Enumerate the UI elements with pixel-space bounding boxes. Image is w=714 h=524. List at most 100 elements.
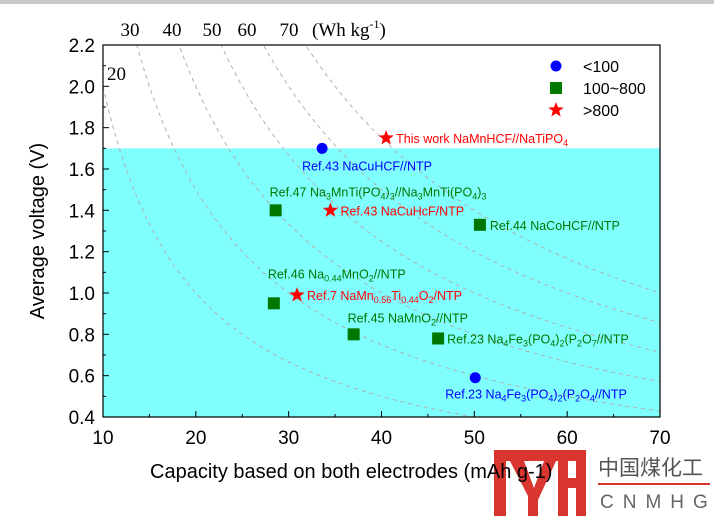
label-text: Ref.7 NaMn (307, 289, 374, 303)
label-text: //NTP (597, 332, 629, 346)
label-subscript: 2 (431, 317, 436, 327)
label-subscript: 3 (326, 191, 331, 201)
label-text: MnTi(PO (423, 185, 473, 199)
energy-unit-label: (Wh kg-1) (312, 17, 386, 41)
label-text: (P (563, 388, 576, 402)
energy-label: 70 (280, 20, 299, 41)
y-tick-label: 1.6 (69, 160, 95, 181)
watermark-logo: 中国煤化工 CNMHG (490, 448, 714, 519)
label-text: //Na (395, 185, 418, 199)
energy-lines (103, 45, 660, 417)
y-tick-label: 1.8 (69, 119, 95, 140)
label-subscript: 4 (563, 138, 568, 148)
x-tick-label: 20 (185, 428, 206, 449)
data-label: Ref.44 NaCoHCF//NTP (490, 219, 620, 233)
x-tick-label: 70 (649, 428, 670, 449)
data-point-square (473, 218, 486, 231)
label-text: MnO (342, 267, 369, 281)
y-tick-label: 1.4 (69, 201, 96, 222)
unit-superscript: -1 (370, 17, 380, 31)
label-subscript: 3 (523, 338, 528, 348)
label-subscript: 2 (428, 295, 433, 305)
y-axis-label: Average voltage (V) (27, 143, 49, 319)
watermark-graphic: 中国煤化工 CNMHG (494, 450, 714, 516)
label-text: ) (555, 332, 559, 346)
energy-label-inner: 20 (107, 64, 126, 85)
label-text: //NTP (374, 267, 406, 281)
data-label: Ref.46 Na0.44MnO2//NTP (268, 267, 406, 283)
energy-label: 60 (238, 20, 257, 41)
label-subscript: 4 (381, 191, 386, 201)
label-subscript: 0.44 (401, 295, 419, 305)
label-text: Ref.23 Na (447, 332, 503, 346)
energy-line-50 (220, 45, 660, 353)
x-tick-label: 40 (371, 428, 392, 449)
label-text: This work NaMnHCF//NaTiPO (396, 132, 563, 146)
y-tick-label: 0.8 (69, 325, 95, 346)
legend-marker-circle (550, 60, 562, 72)
data-point-star (289, 287, 305, 302)
label-text: MnTi(PO (331, 185, 381, 199)
data-point-circle (469, 372, 481, 384)
label-subscript: 2 (369, 273, 374, 283)
data-label: Ref.47 Na3MnTi(PO4)3//Na3MnTi(PO4)3 (270, 185, 487, 201)
window-frame (0, 0, 714, 4)
watermark-mark (494, 450, 586, 516)
label-text: //NTP (595, 388, 627, 402)
x-tick-label: 50 (464, 428, 485, 449)
label-text: ) (553, 388, 557, 402)
label-text: (P (564, 332, 577, 346)
legend-label: <100 (583, 59, 619, 76)
label-subscript: 4 (502, 394, 507, 404)
y-tick-label: 2.2 (69, 36, 95, 57)
label-subscript: 2 (577, 338, 582, 348)
label-subscript: 2 (575, 394, 580, 404)
x-axis-label: Capacity based on both electrodes (mAh g… (150, 461, 552, 483)
data-point-circle (316, 142, 328, 154)
label-text: O (419, 289, 429, 303)
data-label: Ref.43 NaCuHcF/NTP (340, 204, 464, 218)
label-text: Fe (507, 388, 522, 402)
data-label: Ref.23 Na4Fe3(PO4)2(P2O7//NTP (447, 332, 629, 348)
data-point-square (267, 297, 280, 310)
label-text: Ref.43 NaCuHcF/NTP (340, 204, 464, 218)
x-tick-label: 60 (557, 428, 578, 449)
y-tick-label: 0.4 (69, 408, 96, 429)
label-text: O (580, 388, 590, 402)
label-text: /NTP (433, 289, 461, 303)
label-subscript: 4 (503, 338, 508, 348)
data-label: Ref.45 NaMnO2//NTP (348, 311, 468, 327)
watermark-latin: CNMHG (600, 492, 714, 513)
label-text: Ref.46 Na (268, 267, 324, 281)
energy-line-40 (178, 45, 660, 383)
label-text: Ref.23 Na (445, 388, 501, 402)
label-subscript: 4 (472, 191, 477, 201)
label-text: Ref.47 Na (270, 185, 326, 199)
legend-label: >800 (583, 103, 619, 120)
y-tick-label: 1.2 (69, 243, 95, 264)
label-subscript: 2 (559, 338, 564, 348)
data-point-square (269, 204, 282, 217)
data-point-star (378, 130, 394, 145)
energy-label: 30 (121, 20, 140, 41)
shaded-band (103, 148, 660, 418)
label-subscript: 3 (481, 191, 486, 201)
y-tick-label: 2.0 (69, 77, 95, 98)
data-label: Ref.43 NaCuHCF//NTP (302, 159, 432, 173)
label-text: Ref.44 NaCoHCF//NTP (490, 219, 620, 233)
legend-label: 100~800 (583, 81, 646, 98)
label-text: (PO (526, 388, 549, 402)
data-label: This work NaMnHCF//NaTiPO4 (396, 132, 568, 148)
label-subscript: 4 (590, 394, 595, 404)
energy-line-30 (136, 45, 660, 412)
energy-label: 50 (203, 20, 222, 41)
data-label: Ref.7 NaMn0.56Ti0.44O2/NTP (307, 289, 462, 305)
data-label: Ref.23 Na4Fe3(PO4)2(P2O4//NTP (445, 388, 627, 404)
label-text: Ref.45 NaMnO (348, 311, 432, 325)
label-subscript: 7 (592, 338, 597, 348)
label-text: O (582, 332, 592, 346)
label-text: (PO (528, 332, 551, 346)
watermark-brand: 中国煤化工 (598, 456, 703, 480)
label-subscript: 4 (548, 394, 553, 404)
